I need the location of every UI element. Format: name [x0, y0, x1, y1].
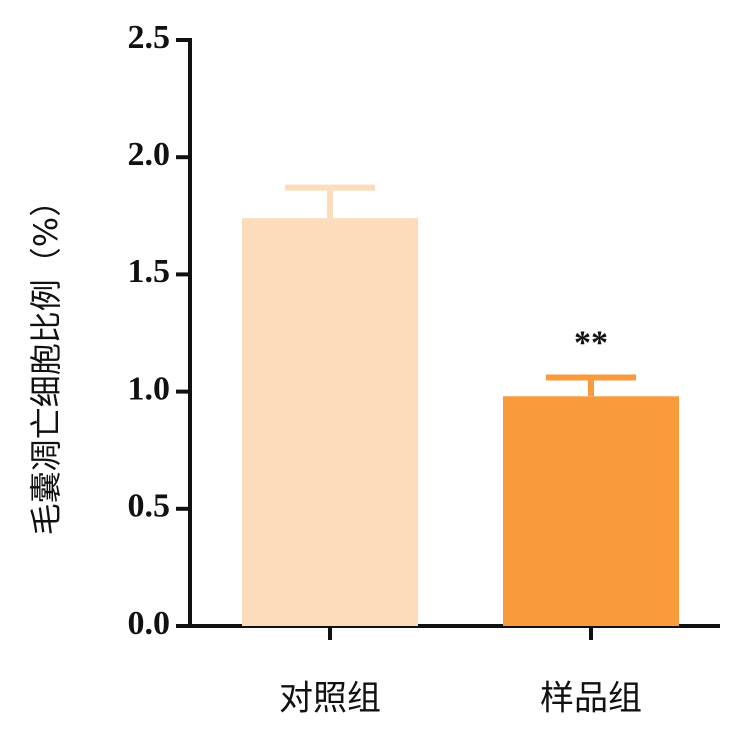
annotation: **	[574, 324, 608, 361]
bar	[242, 218, 418, 627]
bar	[503, 396, 679, 626]
y-tick-label: 2.5	[128, 19, 171, 56]
y-tick-label: 0.5	[128, 488, 171, 525]
y-tick-label: 2.0	[128, 136, 171, 173]
y-axis-label: 毛囊凋亡细胞比例（%）	[27, 185, 65, 535]
y-tick-label: 1.5	[128, 253, 171, 290]
x-tick-label: 对照组	[279, 679, 381, 719]
y-tick-label: 1.0	[128, 370, 171, 407]
y-tick-label: 0.0	[128, 605, 171, 642]
x-tick-label: 样品组	[540, 679, 642, 719]
